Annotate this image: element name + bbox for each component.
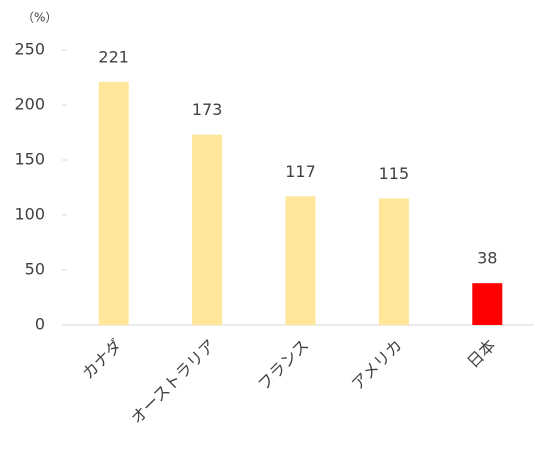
data-label: 117	[285, 162, 316, 181]
bar	[378, 198, 409, 325]
bar	[285, 196, 316, 325]
y-tick-label: 250	[14, 40, 45, 59]
bar	[192, 134, 223, 325]
data-label: 38	[477, 249, 497, 268]
data-label: 221	[98, 47, 129, 66]
y-tick-label: 0	[35, 315, 45, 334]
bar	[472, 283, 503, 325]
data-label: 173	[192, 100, 223, 119]
y-tick-label: 150	[14, 150, 45, 169]
bar	[98, 81, 129, 326]
y-axis-label: （%）	[22, 11, 57, 25]
data-label: 115	[379, 164, 410, 183]
x-tick-label: フランス	[254, 336, 312, 394]
y-tick-label: 50	[25, 260, 45, 279]
x-tick-label: アメリカ	[348, 336, 406, 394]
y-tick-label: 200	[14, 95, 45, 114]
x-tick-label: 日本	[463, 336, 499, 372]
x-tick-label: オーストラリア	[127, 336, 219, 428]
x-tick-label: カナダ	[78, 336, 125, 383]
y-tick-label: 100	[14, 205, 45, 224]
